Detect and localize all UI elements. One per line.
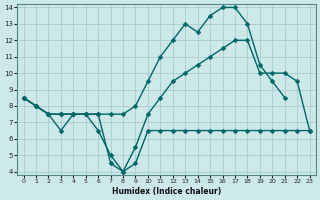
X-axis label: Humidex (Indice chaleur): Humidex (Indice chaleur) xyxy=(112,187,221,196)
